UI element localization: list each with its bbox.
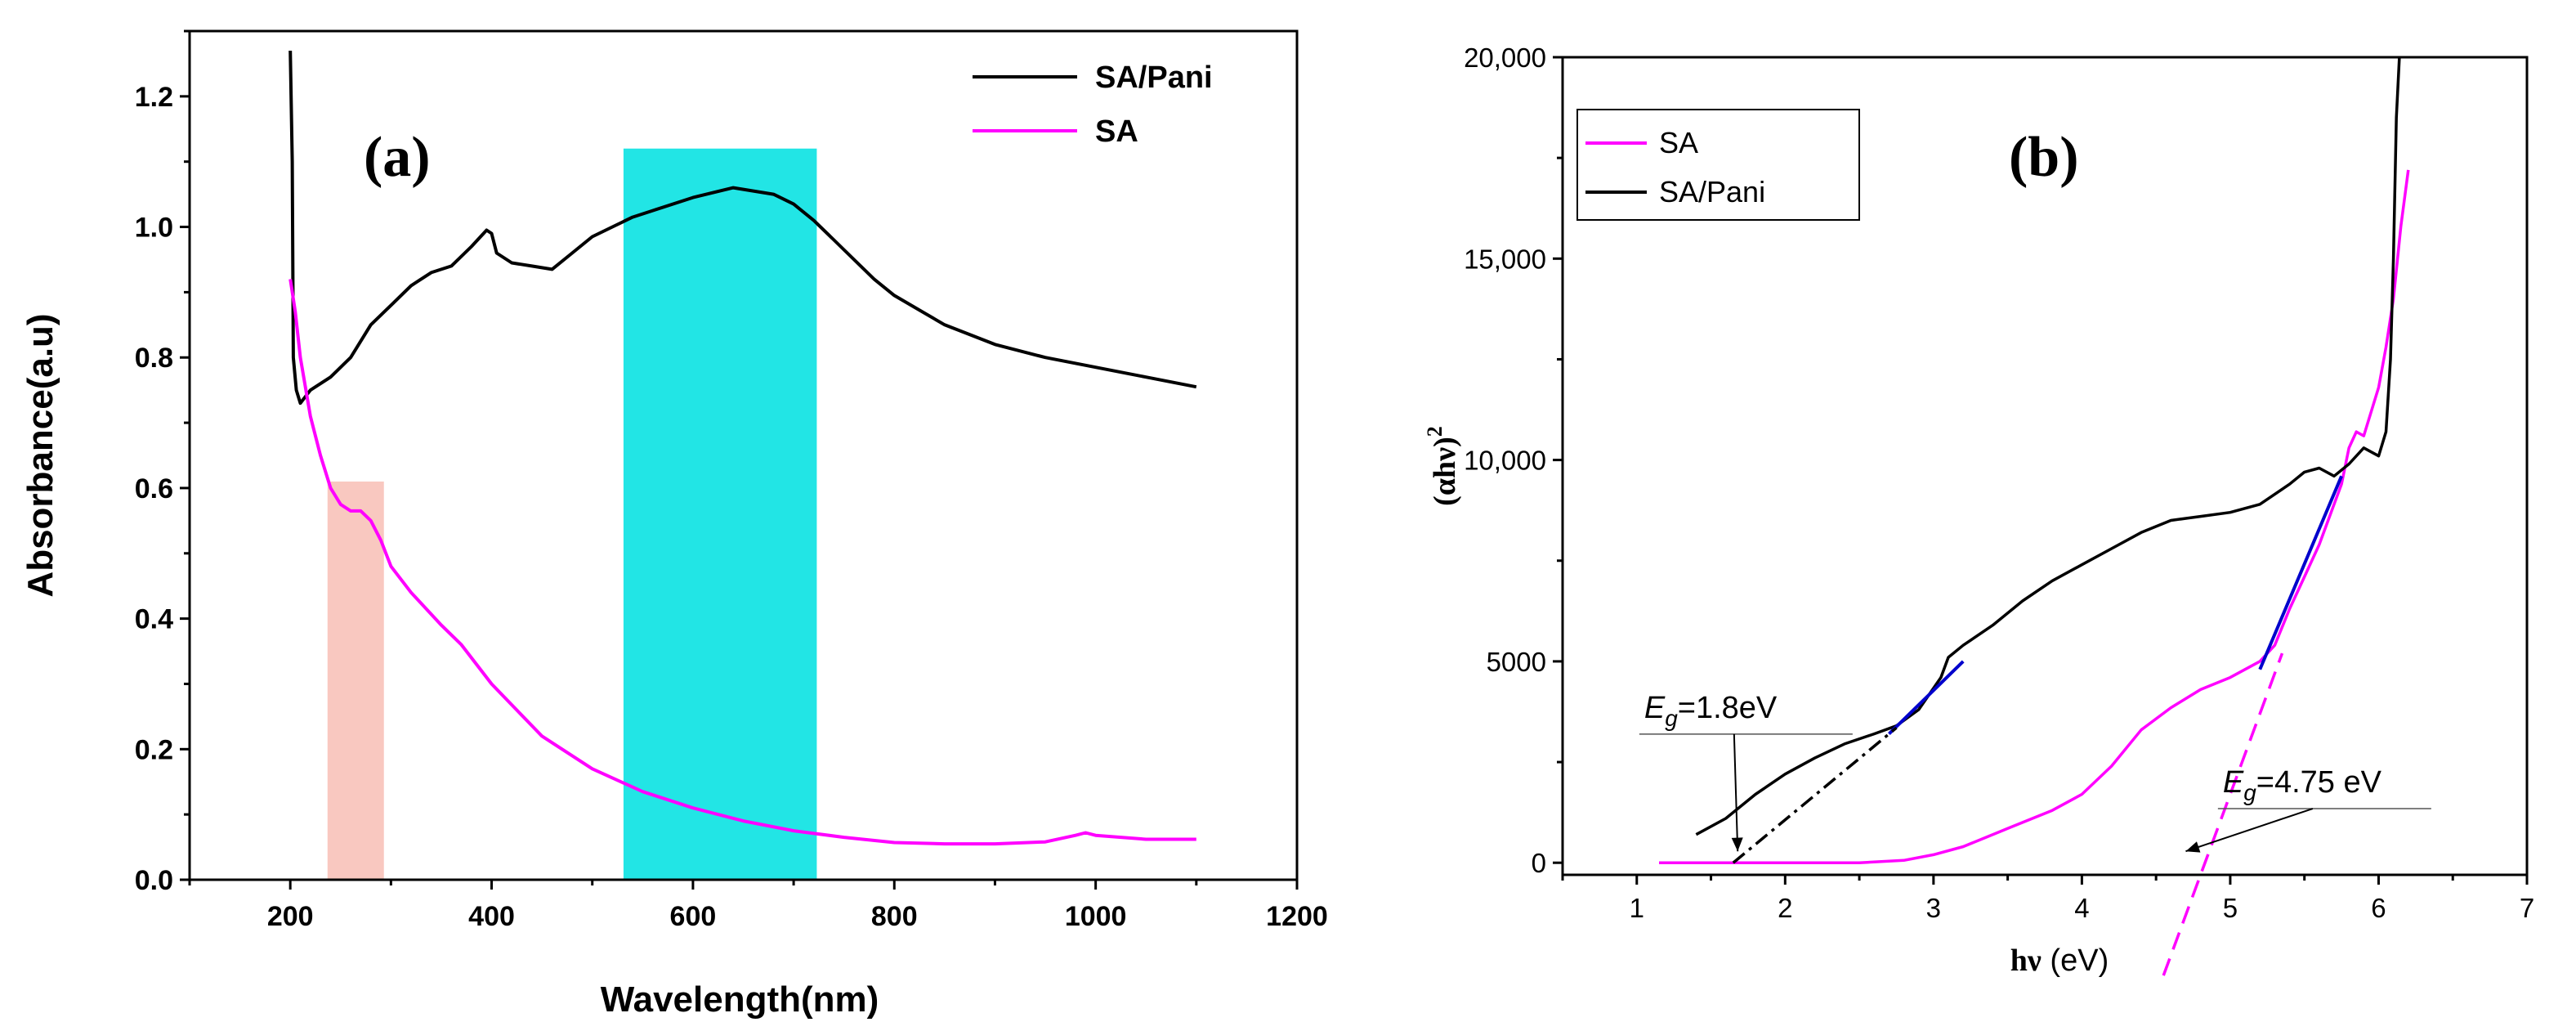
legend: SA SA/Pani: [1576, 109, 1860, 221]
y-tick-label: 0.0: [135, 865, 173, 896]
fit-lines: [1732, 475, 2343, 976]
y-tick-label: 5000: [1487, 647, 1546, 677]
legend-label: SA/Pani: [1659, 175, 1765, 208]
annotation-value: =4.75 eV: [2256, 765, 2382, 800]
chart-b: 1 2 3 4 5 6 7 0 5000 10,000 15,000 20,000 (b) hν (e…: [1423, 43, 2534, 978]
shaded-band: [623, 148, 817, 880]
x-tick-label: 2: [1778, 893, 1792, 923]
annotation-subscript: g: [1665, 706, 1678, 731]
axis-ticks: 1 2 3 4 5 6 7 0 5000 10,000 15,000 20,000: [1464, 43, 2534, 923]
x-tick-label: 7: [2520, 893, 2534, 923]
y-tick-label: 1.0: [135, 213, 173, 244]
panel-label: (a): [364, 126, 431, 189]
y-tick-label: 0.4: [135, 604, 173, 635]
series-group: [288, 50, 1197, 846]
x-tick-label: 600: [670, 901, 717, 932]
x-tick-label: 1: [1630, 893, 1644, 923]
y-tick-label: 0.8: [135, 343, 173, 374]
series-line: [288, 279, 1196, 846]
tangent-line: [1887, 660, 1965, 736]
y-tick-label: 20,000: [1464, 43, 1546, 73]
tangent-line: [2258, 475, 2343, 670]
x-axis-title-unit: (eV): [2042, 944, 2109, 978]
y-tick-label: 0: [1532, 848, 1546, 878]
series-line: [1695, 56, 2401, 836]
x-axis-title-symbol: hν: [2010, 944, 2042, 978]
annotation-symbol: E: [2223, 765, 2244, 800]
y-tick-label: 0.2: [135, 734, 173, 765]
y-tick-label: 0.6: [135, 473, 173, 504]
legend: SA/Pani SA: [973, 61, 1213, 149]
x-tick-label: 1000: [1065, 901, 1127, 932]
plot-frame: [1561, 56, 2529, 876]
panel-label: (b): [2009, 126, 2079, 189]
y-tick-label: 15,000: [1464, 244, 1546, 274]
fit-line: [2162, 652, 2284, 976]
x-tick-label: 800: [871, 901, 918, 932]
x-axis-title: hν (eV): [2010, 944, 2109, 978]
legend-label: SA: [1095, 114, 1138, 149]
x-tick-label: 6: [2371, 893, 2386, 923]
annotation-arrow: [2185, 808, 2314, 853]
y-axis-title: Absorbance(a.u): [20, 313, 60, 597]
x-tick-label: 4: [2074, 893, 2089, 923]
annotation-label: Eg=1.8eV: [1644, 691, 1778, 731]
x-tick-label: 200: [267, 901, 314, 932]
x-axis-title: Wavelength(nm): [601, 979, 879, 1020]
axis-ticks: 200 400 600 800 1000 1200 0.0 0.2 0.4 0.6 0.8 1.0 1.…: [135, 29, 1328, 932]
y-tick-label: 1.2: [135, 82, 173, 113]
annotation-label: Eg=4.75 eV: [2223, 765, 2382, 805]
legend-label: SA/Pani: [1095, 61, 1213, 95]
fit-line: [1732, 726, 1898, 864]
x-tick-label: 400: [468, 901, 515, 932]
annotation-subscript: g: [2243, 780, 2256, 805]
annotation-value: =1.8eV: [1678, 691, 1778, 725]
annotation-arrowhead: [1731, 837, 1743, 852]
y-axis-title: (αhν)2: [1423, 426, 1462, 506]
legend-label: SA: [1659, 126, 1698, 159]
annotation-symbol: E: [1644, 691, 1666, 725]
chart-a: 200 400 600 800 1000 1200 0.0 0.2 0.4 0.6 0.8 1.0 1.…: [20, 29, 1328, 1020]
series-line: [1659, 169, 2410, 864]
plot-frame: [188, 29, 1299, 881]
x-tick-label: 1200: [1266, 901, 1328, 932]
shaded-band: [327, 481, 384, 880]
x-tick-label: 3: [1926, 893, 1941, 923]
x-tick-label: 5: [2223, 893, 2238, 923]
legend-box: [1576, 109, 1860, 221]
shaded-regions: [327, 148, 817, 880]
series-line: [288, 50, 1197, 406]
annotation-arrow: [1733, 733, 1739, 852]
annotation-arrowhead: [2185, 841, 2201, 853]
y-tick-label: 10,000: [1464, 446, 1546, 476]
